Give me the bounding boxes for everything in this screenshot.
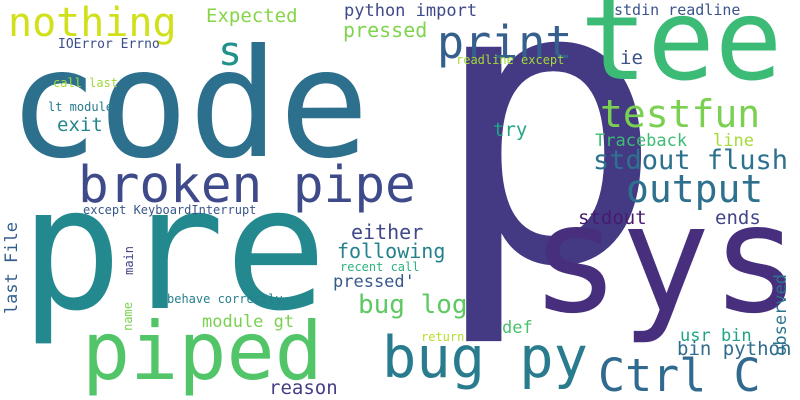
word-call-last: call last bbox=[53, 77, 118, 89]
word-ends: ends bbox=[715, 209, 761, 228]
word-following: following bbox=[337, 241, 445, 261]
word-testfun: testfun bbox=[600, 95, 760, 133]
word-usr-bin: def bbox=[502, 320, 533, 337]
word-traceback: Traceback bbox=[595, 133, 687, 150]
word-main: main bbox=[123, 246, 135, 275]
word-stdout-flush: stdout flush bbox=[593, 147, 788, 174]
word-bug-log: bug log bbox=[358, 292, 468, 318]
word-pressed: pressed bbox=[343, 20, 427, 40]
word-ie: ie bbox=[620, 49, 643, 68]
word-stdin-readline: stdin readline bbox=[614, 3, 740, 18]
word-except-keyboardinterrupt: except KeyboardInterrupt bbox=[83, 204, 256, 216]
word-bin-python: observed bbox=[773, 274, 790, 356]
word-try: try bbox=[493, 121, 527, 140]
word-exit: exit bbox=[57, 116, 103, 135]
word-behave-correctly: last File bbox=[4, 222, 21, 314]
word-bug-py: bug py bbox=[382, 330, 588, 387]
word-expected: Expected bbox=[206, 7, 298, 26]
word-observed: reason bbox=[269, 379, 338, 398]
word-line: line bbox=[713, 133, 754, 150]
word-stdout: stdout bbox=[578, 209, 647, 228]
word-name: name bbox=[122, 302, 134, 331]
word-s: s bbox=[218, 32, 242, 72]
word-module-gt: behave correctly bbox=[167, 293, 283, 305]
word-def: module gt bbox=[202, 314, 294, 331]
word-pressed-quote: pressed' bbox=[333, 274, 415, 291]
word-ioerror-errno: IOError Errno bbox=[58, 38, 160, 51]
word-readline-except: readline except bbox=[456, 54, 564, 66]
word-lt-module: lt module bbox=[48, 101, 113, 113]
word-last-file: return bbox=[421, 331, 464, 343]
